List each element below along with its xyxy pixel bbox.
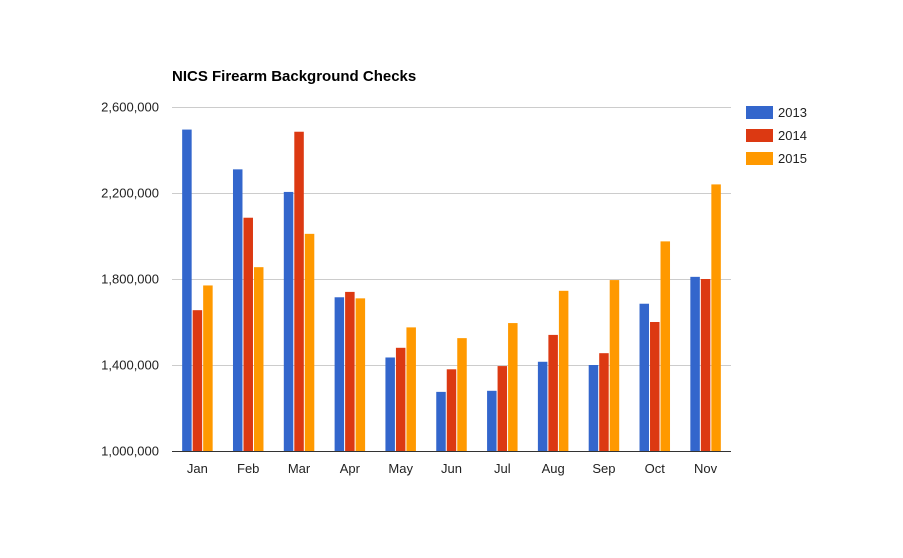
bar-2014-jul: [497, 366, 508, 451]
bar-2013-aug: [537, 361, 548, 451]
legend-swatch: [746, 129, 773, 142]
bar-2013-may: [385, 357, 395, 451]
x-tick-label: Sep: [592, 461, 615, 476]
x-tick-label: May: [388, 461, 413, 476]
bar-2015-feb: [253, 267, 264, 451]
bar-2014-mar: [294, 131, 304, 452]
legend: 2013 2014 2015: [746, 105, 807, 166]
y-axis-ticks: 1,000,000 1,400,000 1,800,000 2,200,000 2,60…: [101, 100, 159, 459]
legend-swatch: [746, 152, 773, 165]
bar-2013-oct: [639, 303, 650, 451]
bars: [182, 129, 721, 452]
bar-2013-jan: [182, 129, 192, 451]
x-tick-label: Aug: [542, 461, 565, 476]
x-tick-label: Jan: [187, 461, 208, 476]
chart-title: NICS Firearm Background Checks: [172, 68, 416, 85]
bar-2015-nov: [711, 184, 721, 451]
legend-label: 2014: [778, 128, 807, 143]
legend-item: 2013: [746, 105, 807, 120]
bar-2014-aug: [548, 334, 558, 451]
bar-2015-mar: [304, 233, 315, 451]
bar-2014-may: [395, 347, 406, 451]
y-tick-label: 2,200,000: [101, 186, 159, 201]
x-axis-ticks: Jan Feb Mar Apr May Jun Jul Aug Sep Oct Nov: [187, 461, 718, 476]
x-tick-label: Jun: [441, 461, 462, 476]
bar-2013-mar: [283, 191, 294, 451]
bar-2014-jun: [446, 369, 457, 451]
bar-2014-oct: [650, 322, 660, 451]
bar-2015-sep: [609, 280, 620, 451]
bar-2013-jun: [436, 391, 446, 452]
legend-item: 2014: [746, 128, 807, 143]
bar-2014-apr: [345, 291, 355, 451]
gridlines: [172, 107, 731, 452]
bar-2015-aug: [558, 290, 569, 451]
legend-label: 2013: [778, 105, 807, 120]
x-tick-label: Apr: [340, 461, 361, 476]
bar-2015-jun: [457, 338, 467, 452]
bar-2015-apr: [355, 298, 366, 451]
legend-swatch: [746, 106, 773, 119]
x-tick-label: Oct: [645, 461, 666, 476]
bar-2015-may: [406, 327, 416, 452]
bar-2014-feb: [243, 217, 253, 451]
y-tick-label: 1,000,000: [101, 444, 159, 459]
legend-label: 2015: [778, 151, 807, 166]
y-tick-label: 2,600,000: [101, 100, 159, 115]
legend-item: 2015: [746, 151, 807, 166]
bar-2013-sep: [588, 365, 599, 451]
y-tick-label: 1,800,000: [101, 272, 159, 287]
y-tick-label: 1,400,000: [101, 358, 159, 373]
bar-2013-nov: [690, 276, 700, 451]
bar-2014-nov: [700, 279, 711, 451]
bar-2015-jan: [203, 285, 213, 451]
bar-2015-oct: [660, 241, 671, 452]
x-tick-label: Mar: [288, 461, 311, 476]
x-tick-label: Jul: [494, 461, 511, 476]
x-tick-label: Feb: [237, 461, 259, 476]
x-tick-label: Nov: [694, 461, 718, 476]
bar-2014-jan: [192, 310, 203, 451]
bar-2014-sep: [599, 353, 609, 451]
bar-2015-jul: [508, 323, 518, 451]
bar-2013-jul: [487, 390, 497, 451]
bar-2013-apr: [334, 297, 345, 451]
bar-2013-feb: [232, 169, 243, 451]
